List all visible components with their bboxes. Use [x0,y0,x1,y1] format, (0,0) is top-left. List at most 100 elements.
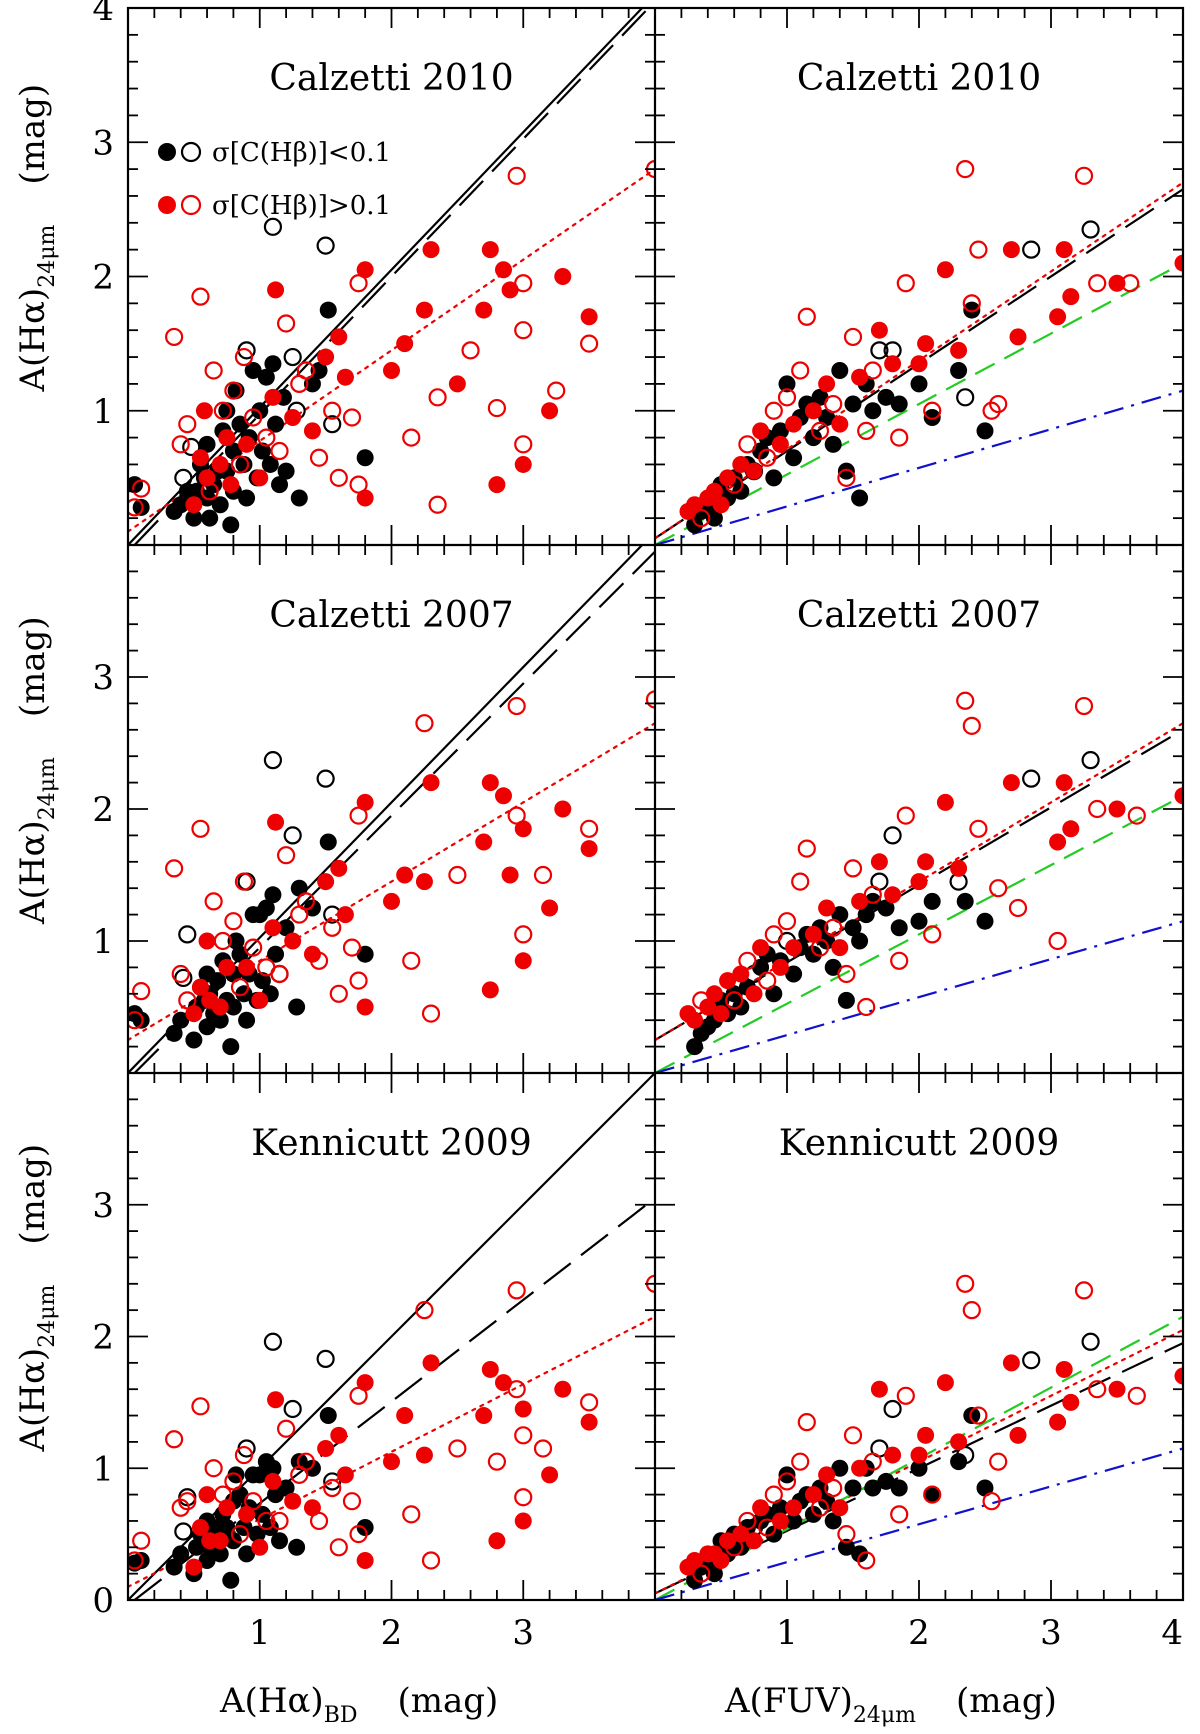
data-point [178,415,197,434]
y-axis-title-unit: (mag) [13,84,53,185]
data-point [475,1407,493,1425]
legend-red-filled-marker [158,196,176,214]
data-point [507,1281,526,1300]
legend-black-open-marker [180,141,202,163]
data-point [824,1512,842,1530]
data-point [222,516,240,534]
data-point [890,919,908,937]
data-point [896,1386,915,1405]
data-point [185,1005,203,1023]
data-point [863,361,882,380]
data-point [402,1505,421,1524]
data-point [174,968,193,988]
data-point [191,978,209,996]
data-point [222,1038,240,1056]
fit-line-longdash-2 [133,8,651,545]
data-point [191,1519,209,1537]
data-point [712,496,730,514]
data-point [705,482,723,500]
data-point [238,1505,256,1523]
data-point [890,428,909,447]
data-point [296,892,315,911]
data-point [1022,1351,1041,1370]
data-point [310,361,328,379]
data-point [547,381,566,400]
data-point [745,985,763,1003]
data-point [165,1430,184,1449]
legend-red-open-marker [180,194,202,216]
data-point [448,375,466,393]
data-point [191,1397,210,1416]
data-point [415,873,433,891]
data-point [316,1349,335,1368]
data-point [752,1499,770,1517]
fit-line-dashed-3 [655,794,1183,1073]
data-point [745,1532,763,1550]
data-point [356,489,374,507]
data-point [244,408,263,427]
y-axis-title-sub: 24μm [35,1285,60,1348]
data-point [963,301,981,319]
data-point [317,348,335,366]
data-point [238,1545,256,1563]
data-point [699,998,717,1016]
data-point [235,455,253,473]
data-point [271,476,289,494]
data-point [264,886,282,904]
data-point [1081,1332,1100,1351]
data-point [330,328,348,346]
data-point [857,906,875,924]
data-point [218,958,236,976]
data-point [982,401,1001,420]
data-point [238,489,256,507]
data-point [896,806,915,825]
data-point [267,813,285,831]
data-point [171,964,190,984]
data-point [211,1545,229,1563]
data-point [580,1413,598,1431]
panel-plot-area [655,160,1183,545]
data-point [323,918,342,937]
data-point [1174,787,1183,805]
data-point [218,402,236,420]
data-point [253,442,271,460]
data-point [201,509,219,527]
data-point [316,769,335,788]
data-point [692,1564,711,1583]
data-point [514,274,533,293]
data-point [962,1301,981,1320]
data-point [132,982,151,1001]
data-point [1062,1393,1080,1411]
data-point [712,1005,730,1023]
data-point [514,820,532,838]
data-point [198,1486,216,1504]
data-point [415,714,434,733]
data-point [1009,1426,1027,1444]
data-point [837,462,855,480]
data-point [969,240,988,259]
data-point [1081,751,1100,770]
data-point [257,368,275,386]
data-point [211,1532,229,1550]
data-point [764,401,783,420]
data-point [851,892,869,910]
data-point [863,1452,882,1471]
data-point [752,422,770,440]
data-point [810,421,830,440]
data-point [883,826,902,845]
data-point [172,496,190,514]
data-point [383,1453,400,1471]
data-point [283,826,302,845]
panel-3: Calzetti 2007 [128,545,655,1073]
data-point [831,1459,849,1477]
data-point [785,1499,803,1517]
data-point [230,978,250,997]
data-point [185,1031,203,1049]
data-point [218,429,236,447]
data-point [356,261,374,279]
x-tick-label-left: 2 [381,1613,403,1653]
data-point [765,985,783,1003]
data-point [712,1551,730,1569]
data-point [804,402,822,420]
data-point [533,865,553,885]
